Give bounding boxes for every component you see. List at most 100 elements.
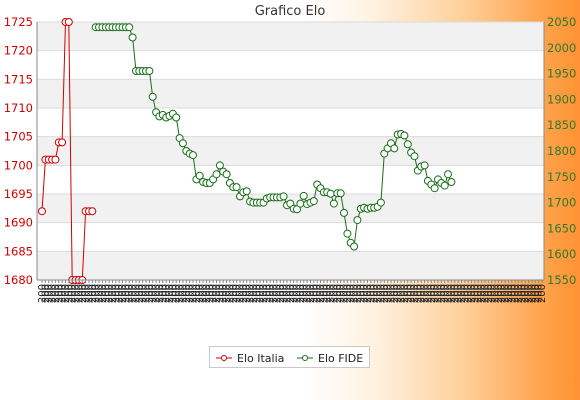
y-right-tick-label: 2050 bbox=[547, 15, 576, 29]
x-tick-label: 200 bbox=[322, 284, 333, 303]
x-tick-label: 200 bbox=[352, 284, 363, 303]
x-tick-label: 200 bbox=[342, 284, 353, 303]
x-tick-label: 200 bbox=[40, 284, 51, 303]
x-tick-label: 200 bbox=[336, 284, 347, 303]
x-tick-label: 200 bbox=[171, 284, 182, 303]
x-tick-label: 200 bbox=[252, 284, 263, 303]
x-tick-label: 200 bbox=[369, 284, 380, 303]
series-layer bbox=[38, 18, 456, 284]
x-tick-label: 200 bbox=[507, 284, 518, 303]
series-1-marker bbox=[430, 184, 439, 193]
series-0-marker bbox=[88, 207, 97, 216]
y-right-tick-label: 1850 bbox=[547, 118, 576, 132]
y-right-tick-label: 1800 bbox=[547, 144, 576, 158]
series-1-marker bbox=[195, 171, 204, 180]
x-tick-label: 200 bbox=[144, 284, 155, 303]
series-1-marker bbox=[340, 208, 348, 217]
x-tick-label: 200 bbox=[363, 284, 374, 303]
y-left-tick-label: 1710 bbox=[4, 101, 33, 115]
x-tick-label: 200 bbox=[289, 284, 300, 303]
x-tick-label: 200 bbox=[319, 284, 330, 303]
series-1-marker bbox=[400, 131, 409, 140]
grid-band bbox=[37, 79, 544, 108]
series-0-marker bbox=[51, 155, 60, 164]
x-tick-label: 200 bbox=[292, 284, 303, 303]
x-tick-label: 200 bbox=[436, 284, 447, 303]
x-tick-label: 200 bbox=[215, 284, 226, 303]
x-tick-label: 200 bbox=[44, 284, 55, 303]
series-1-marker bbox=[296, 199, 305, 208]
x-tick-label: 200 bbox=[410, 284, 421, 303]
chart-title: Grafico Elo bbox=[254, 4, 326, 19]
y-left-tick-label: 1700 bbox=[4, 158, 33, 172]
x-tick-label: 200 bbox=[37, 284, 48, 303]
x-tick-label: 200 bbox=[312, 284, 323, 303]
x-tick-label: 200 bbox=[201, 284, 212, 303]
series-0-marker bbox=[38, 207, 46, 216]
y-left-tick-label: 1690 bbox=[4, 216, 33, 230]
x-tick-label: 200 bbox=[208, 284, 219, 303]
x-tick-label: 200 bbox=[101, 284, 112, 303]
x-tick-label: 200 bbox=[198, 284, 209, 303]
series-1-marker bbox=[293, 205, 301, 214]
x-tick-label: 200 bbox=[514, 284, 525, 303]
series-1-marker bbox=[145, 67, 154, 75]
x-tick-label: 200 bbox=[245, 284, 256, 303]
x-tick-label: 200 bbox=[242, 284, 253, 303]
x-tick-label: 200 bbox=[238, 284, 249, 303]
x-tick-label: 200 bbox=[376, 284, 387, 303]
x-tick-label: 200 bbox=[94, 284, 105, 303]
x-tick-label: 200 bbox=[104, 284, 115, 303]
x-tick-label: 200 bbox=[534, 284, 545, 303]
legend-label-elo-fide: Elo FIDE bbox=[318, 351, 364, 365]
x-tick-label: 200 bbox=[225, 284, 236, 303]
series-1-marker bbox=[309, 197, 318, 206]
x-tick-label: 200 bbox=[520, 284, 531, 303]
series-1-marker bbox=[343, 229, 352, 238]
series-0-marker bbox=[64, 18, 73, 26]
x-tick-label: 200 bbox=[108, 284, 119, 303]
x-tick-label: 200 bbox=[373, 284, 384, 303]
x-tick-label: 200 bbox=[165, 284, 176, 303]
x-tick-label: 200 bbox=[483, 284, 494, 303]
series-1-marker bbox=[232, 183, 241, 192]
x-tick-label: 200 bbox=[446, 284, 457, 303]
x-tick-label: 200 bbox=[124, 284, 135, 303]
x-tick-label: 200 bbox=[87, 284, 98, 303]
y-left-tick-label: 1715 bbox=[4, 72, 33, 86]
x-tick-label: 200 bbox=[477, 284, 488, 303]
x-tick-label: 200 bbox=[175, 284, 186, 303]
x-tick-label: 200 bbox=[326, 284, 337, 303]
x-tick-label: 200 bbox=[191, 284, 202, 303]
x-tick-label: 200 bbox=[339, 284, 350, 303]
x-tick-label: 200 bbox=[74, 284, 85, 303]
x-tick-label: 200 bbox=[272, 284, 283, 303]
x-tick-label: 200 bbox=[259, 284, 270, 303]
series-1-marker bbox=[242, 187, 251, 196]
x-tick-label: 200 bbox=[71, 284, 82, 303]
x-tick-label: 200 bbox=[503, 284, 514, 303]
x-tick-label: 200 bbox=[222, 284, 233, 303]
y-left-tick-label: 1685 bbox=[4, 244, 33, 258]
x-tick-label: 200 bbox=[265, 284, 276, 303]
x-tick-label: 200 bbox=[134, 284, 145, 303]
x-tick-label: 200 bbox=[497, 284, 508, 303]
series-0-marker bbox=[58, 138, 67, 147]
legend-item-elo-fide: Elo FIDE bbox=[297, 351, 363, 365]
x-tick-label: 200 bbox=[91, 284, 102, 303]
y-right-tick-label: 1550 bbox=[547, 273, 576, 287]
series-1-marker bbox=[299, 191, 308, 200]
x-tick-label: 200 bbox=[138, 284, 149, 303]
x-tick-label: 200 bbox=[232, 284, 243, 303]
x-tick-label: 200 bbox=[154, 284, 165, 303]
x-tick-label: 200 bbox=[413, 284, 424, 303]
x-tick-label: 200 bbox=[168, 284, 179, 303]
series-1-marker bbox=[326, 189, 335, 198]
series-1-marker bbox=[376, 198, 385, 207]
x-tick-label: 200 bbox=[426, 284, 437, 303]
x-tick-label: 200 bbox=[61, 284, 72, 303]
x-tick-label: 200 bbox=[430, 284, 441, 303]
x-tick-label: 200 bbox=[47, 284, 58, 303]
x-tick-label: 200 bbox=[81, 284, 92, 303]
